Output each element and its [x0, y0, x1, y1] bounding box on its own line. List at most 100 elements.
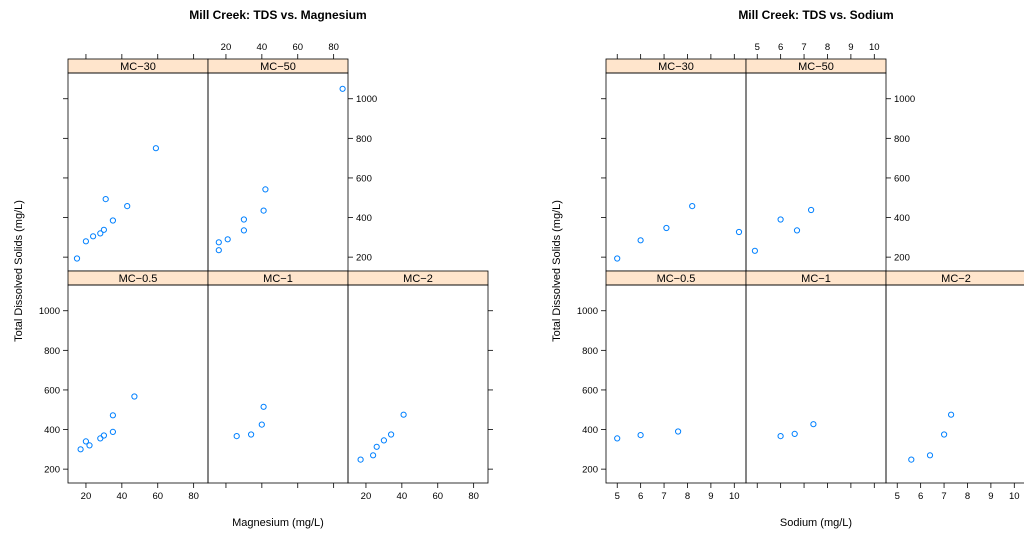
data-point	[777, 216, 784, 223]
x-tick-label: 60	[152, 491, 163, 502]
x-tick-label: 5	[895, 491, 900, 502]
y-tick-label: 400	[44, 425, 60, 436]
y-tick-label: 1000	[356, 94, 377, 105]
x-axis-title: Sodium (mg/L)	[780, 517, 852, 529]
x-tick-label: 8	[685, 491, 690, 502]
y-tick-label: 400	[894, 213, 910, 224]
y-tick-label: 600	[44, 385, 60, 396]
y-tick-label: 400	[582, 425, 598, 436]
strip-label: MC−0.5	[119, 273, 158, 285]
chart-tds-vs-sodium: Mill Creek: TDS vs. Sodium Sodium (mg/L)…	[551, 8, 1024, 529]
x-tick-label: 8	[965, 491, 970, 502]
y-tick-label: 1000	[577, 306, 598, 317]
y-tick-label: 800	[894, 134, 910, 145]
panel: MC−0.5	[605, 270, 747, 484]
panel: MC−1	[207, 270, 349, 484]
strip-label: MC−50	[260, 61, 296, 73]
data-point	[240, 227, 247, 234]
data-point	[908, 456, 915, 463]
y-axis: 200 400 600 800 1000	[886, 94, 915, 264]
y-tick-label: 200	[582, 465, 598, 476]
data-point	[926, 452, 934, 459]
strip-label: MC−30	[120, 61, 156, 73]
chart-tds-vs-magnesium: Mill Creek: TDS vs. Magnesium Magnesium …	[13, 8, 493, 529]
x-tick-label: 7	[941, 491, 946, 502]
y-tick-label: 800	[356, 134, 372, 145]
panel-frame	[745, 284, 887, 484]
data-point	[131, 393, 138, 400]
data-point	[215, 239, 222, 246]
x-tick-label: 60	[432, 491, 443, 502]
data-point	[100, 432, 108, 439]
x-axis: 5 6 7 8 9 10	[615, 483, 740, 502]
data-point	[109, 217, 117, 224]
y-tick-label: 600	[894, 173, 910, 184]
panel-frame	[885, 284, 1024, 484]
data-point	[793, 227, 801, 234]
data-point	[240, 216, 247, 223]
y-tick-label: 200	[356, 253, 372, 264]
data-point	[380, 437, 387, 444]
panel: MC−2	[347, 270, 489, 484]
data-point	[675, 428, 682, 435]
data-point	[614, 255, 621, 262]
strip-label: MC−1	[263, 273, 293, 285]
data-point	[948, 411, 955, 418]
data-point	[614, 435, 621, 442]
data-point	[810, 421, 817, 428]
x-tick-label: 60	[292, 42, 303, 53]
strip-label: MC−2	[941, 273, 971, 285]
panel: MC−50	[207, 58, 349, 272]
data-point	[224, 236, 231, 243]
panel-frame	[745, 72, 887, 272]
x-tick-label: 20	[221, 42, 232, 53]
strip-label: MC−50	[798, 61, 834, 73]
y-tick-label: 600	[582, 385, 598, 396]
strip-label: MC−1	[801, 273, 831, 285]
x-axis-ticks	[85, 54, 195, 59]
x-axis-ticks	[756, 483, 875, 488]
x-tick-label: 20	[361, 491, 372, 502]
data-point	[77, 446, 84, 453]
x-axis-title: Magnesium (mg/L)	[232, 517, 324, 529]
x-tick-label: 10	[729, 491, 740, 502]
y-tick-label: 200	[44, 465, 60, 476]
y-axis	[601, 98, 606, 258]
panel-frame	[605, 284, 747, 484]
x-axis-ticks	[616, 54, 735, 59]
data-point	[777, 433, 784, 440]
y-axis	[488, 310, 493, 470]
data-point	[260, 403, 267, 410]
y-tick-label: 800	[582, 346, 598, 357]
data-point	[109, 428, 117, 435]
y-axis: 200 400 600 800 1000	[39, 306, 68, 476]
data-point	[109, 412, 117, 419]
data-point	[260, 207, 267, 214]
x-tick-label: 20	[81, 491, 92, 502]
data-point	[941, 431, 948, 438]
data-point	[663, 224, 670, 232]
x-axis: 5 6 7 8 9 10	[755, 42, 880, 59]
data-point	[215, 247, 222, 254]
chart-title: Mill Creek: TDS vs. Sodium	[738, 8, 893, 22]
x-tick-label: 8	[825, 42, 830, 53]
panel: MC−30	[67, 58, 209, 272]
data-point	[82, 238, 90, 245]
x-tick-label: 9	[988, 491, 993, 502]
x-tick-label: 80	[468, 491, 479, 502]
data-point	[97, 435, 104, 442]
y-tick-label: 600	[356, 173, 372, 184]
y-axis: 200 400 600 800 1000	[577, 306, 606, 476]
panel: MC−1	[745, 270, 887, 484]
data-point	[388, 431, 395, 438]
x-tick-label: 5	[615, 491, 620, 502]
x-tick-label: 40	[117, 491, 128, 502]
data-point	[689, 203, 696, 210]
x-tick-label: 80	[188, 491, 199, 502]
x-tick-label: 40	[397, 491, 408, 502]
data-point	[73, 255, 81, 262]
data-point	[100, 226, 108, 233]
data-point	[751, 247, 759, 254]
data-point	[124, 203, 131, 210]
y-axis-title: Total Dissolved Solids (mg/L)	[13, 200, 25, 342]
